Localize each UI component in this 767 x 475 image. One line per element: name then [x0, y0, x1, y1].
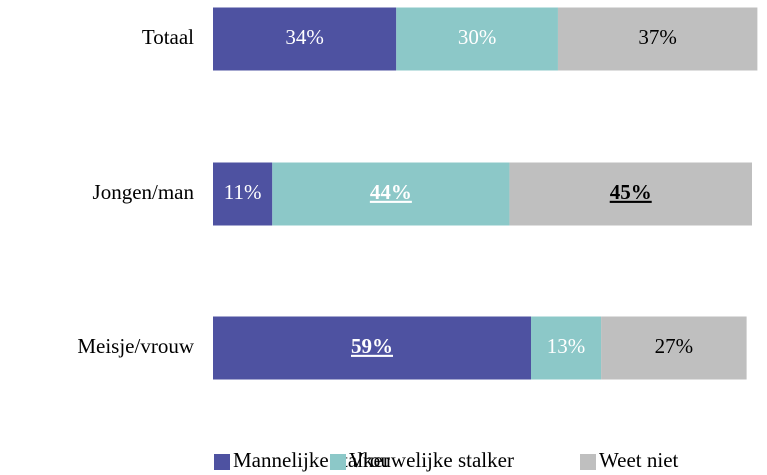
- legend-swatch: [330, 454, 346, 470]
- bar-segment: [396, 7, 558, 71]
- bar-segment: [509, 162, 752, 226]
- legend-label: Vrouwelijke stalker: [349, 448, 514, 472]
- value-label: 44%: [370, 180, 412, 204]
- legend-label: Mannelijke stalker: [233, 448, 390, 472]
- bar-segment: [272, 162, 510, 226]
- bar-segment: [213, 316, 532, 380]
- bar-segment: [557, 7, 758, 71]
- value-label: 27%: [655, 334, 694, 358]
- bar-segment: [531, 316, 602, 380]
- legend-swatch: [214, 454, 230, 470]
- category-label: Jongen/man: [93, 180, 195, 204]
- legend-swatch: [580, 454, 596, 470]
- value-label: 37%: [638, 25, 677, 49]
- bar-segment: [213, 162, 273, 226]
- bar-segment: [601, 316, 747, 380]
- legend-label: Weet niet: [599, 448, 679, 472]
- value-label: 13%: [547, 334, 586, 358]
- value-label: 34%: [285, 25, 324, 49]
- category-label: Meisje/vrouw: [77, 334, 194, 358]
- value-label: 11%: [224, 180, 262, 204]
- bar-segment: [213, 7, 397, 71]
- category-label: Totaal: [142, 25, 194, 49]
- value-label: 45%: [610, 180, 652, 204]
- value-label: 30%: [458, 25, 497, 49]
- value-label: 59%: [351, 334, 393, 358]
